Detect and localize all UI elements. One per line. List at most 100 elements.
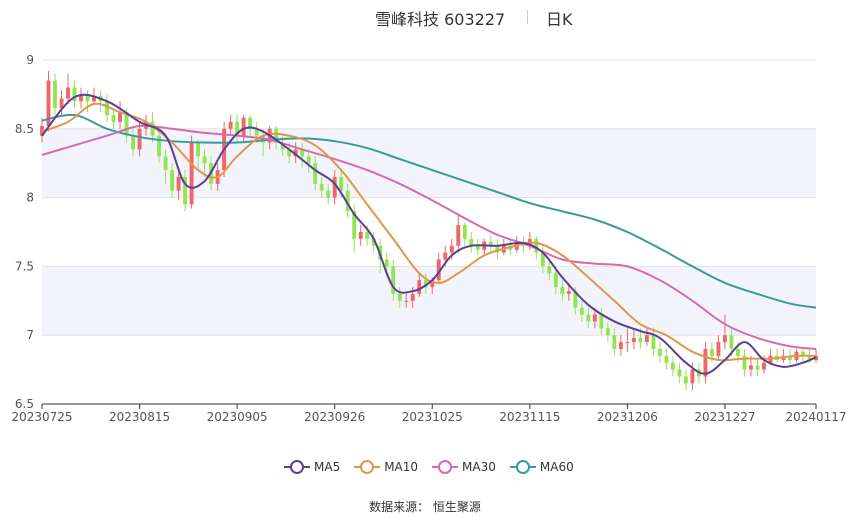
candle: [749, 365, 753, 370]
title-separator: [527, 10, 528, 24]
legend-item-ma10[interactable]: MA10: [354, 458, 418, 476]
x-tick-label: 20231206: [597, 410, 658, 424]
candle: [690, 369, 695, 384]
candle: [534, 238, 539, 253]
legend-label-ma30: MA30: [462, 460, 496, 474]
ma5-line: [41, 93, 817, 375]
candle: [371, 238, 376, 246]
candle: [631, 337, 636, 343]
candle: [59, 98, 64, 109]
legend-item-ma30[interactable]: MA30: [432, 458, 496, 476]
candle: [469, 238, 474, 246]
candle: [131, 135, 136, 150]
legend-item-ma60[interactable]: MA60: [509, 458, 574, 476]
candle: [495, 245, 500, 253]
candle: [248, 117, 253, 129]
y-tick-label: 9: [26, 53, 34, 67]
x-tick-label: 20240117: [785, 410, 846, 424]
candle: [228, 121, 233, 129]
y-tick-label: 7.5: [15, 259, 34, 273]
candle: [605, 328, 610, 336]
ma30-line: [41, 124, 817, 350]
x-tick-label: 20230815: [109, 410, 170, 424]
candle: [788, 355, 792, 360]
candle: [202, 156, 207, 164]
candle: [150, 121, 155, 136]
legend: MA5 MA10 MA30 MA60: [284, 458, 574, 476]
candle: [280, 142, 285, 150]
candle: [456, 225, 461, 246]
candle: [170, 170, 175, 191]
candle: [241, 117, 246, 136]
x-tick-label: 20230725: [11, 410, 72, 424]
candle: [105, 101, 109, 116]
candle: [560, 287, 565, 294]
candle: [79, 94, 83, 102]
legend-swatch-ma5: [284, 460, 310, 474]
ma10-line: [41, 102, 817, 362]
candle: [670, 362, 675, 370]
chart-subtitle: 日K: [546, 10, 573, 29]
candle: [664, 355, 669, 363]
candle: [722, 335, 727, 343]
candle: [547, 266, 552, 274]
candle: [638, 337, 643, 343]
candle: [332, 176, 337, 198]
legend-swatch-ma30: [432, 460, 459, 474]
y-tick-label: 8: [26, 191, 34, 205]
candle: [274, 128, 279, 143]
candle: [729, 335, 734, 349]
candle: [163, 156, 168, 171]
candle: [573, 291, 578, 308]
candle: [579, 307, 584, 315]
x-tick-label: 20231227: [694, 410, 755, 424]
candle: [404, 300, 409, 302]
candle: [755, 365, 760, 370]
x-tick-label: 20231115: [499, 410, 560, 424]
candle: [709, 348, 714, 356]
grid-band: [42, 266, 816, 336]
candle: [352, 211, 357, 239]
candle: [287, 149, 292, 157]
candle: [293, 149, 298, 157]
candle: [644, 335, 649, 343]
candle: [358, 232, 363, 239]
candle: [586, 314, 591, 322]
candle: [254, 128, 259, 136]
candle: [683, 376, 688, 384]
candle: [423, 280, 428, 288]
candle: [475, 245, 480, 250]
x-tick-label: 20231025: [402, 410, 463, 424]
candle: [462, 225, 467, 239]
candle: [85, 94, 90, 102]
candle: [189, 142, 194, 205]
candle: [716, 342, 721, 356]
candle: [391, 266, 396, 294]
candle: [807, 355, 812, 360]
candle: [326, 190, 331, 198]
x-tick-label: 20230926: [304, 410, 365, 424]
chart-title: 雪峰科技 603227: [375, 10, 506, 29]
candle: [801, 351, 805, 356]
candle: [384, 259, 389, 267]
candle: [592, 314, 597, 322]
candle: [436, 259, 441, 281]
candle: [365, 232, 370, 239]
candle: [137, 128, 142, 150]
chart-title-bar: 雪峰科技 603227 日K: [0, 6, 850, 29]
legend-swatch-ma60: [509, 460, 536, 474]
y-tick-label: 6.5: [15, 397, 34, 411]
candle: [566, 291, 571, 294]
legend-item-ma5[interactable]: MA5: [284, 458, 340, 476]
candle: [417, 280, 422, 294]
candle: [397, 293, 402, 301]
candle: [319, 183, 324, 191]
x-tick-label: 20230905: [207, 410, 268, 424]
legend-label-ma10: MA10: [384, 460, 419, 474]
ma60-line: [41, 113, 817, 309]
candle: [313, 163, 318, 184]
y-tick-label: 8.5: [15, 122, 34, 136]
candle: [176, 176, 181, 191]
candle: [124, 112, 129, 136]
